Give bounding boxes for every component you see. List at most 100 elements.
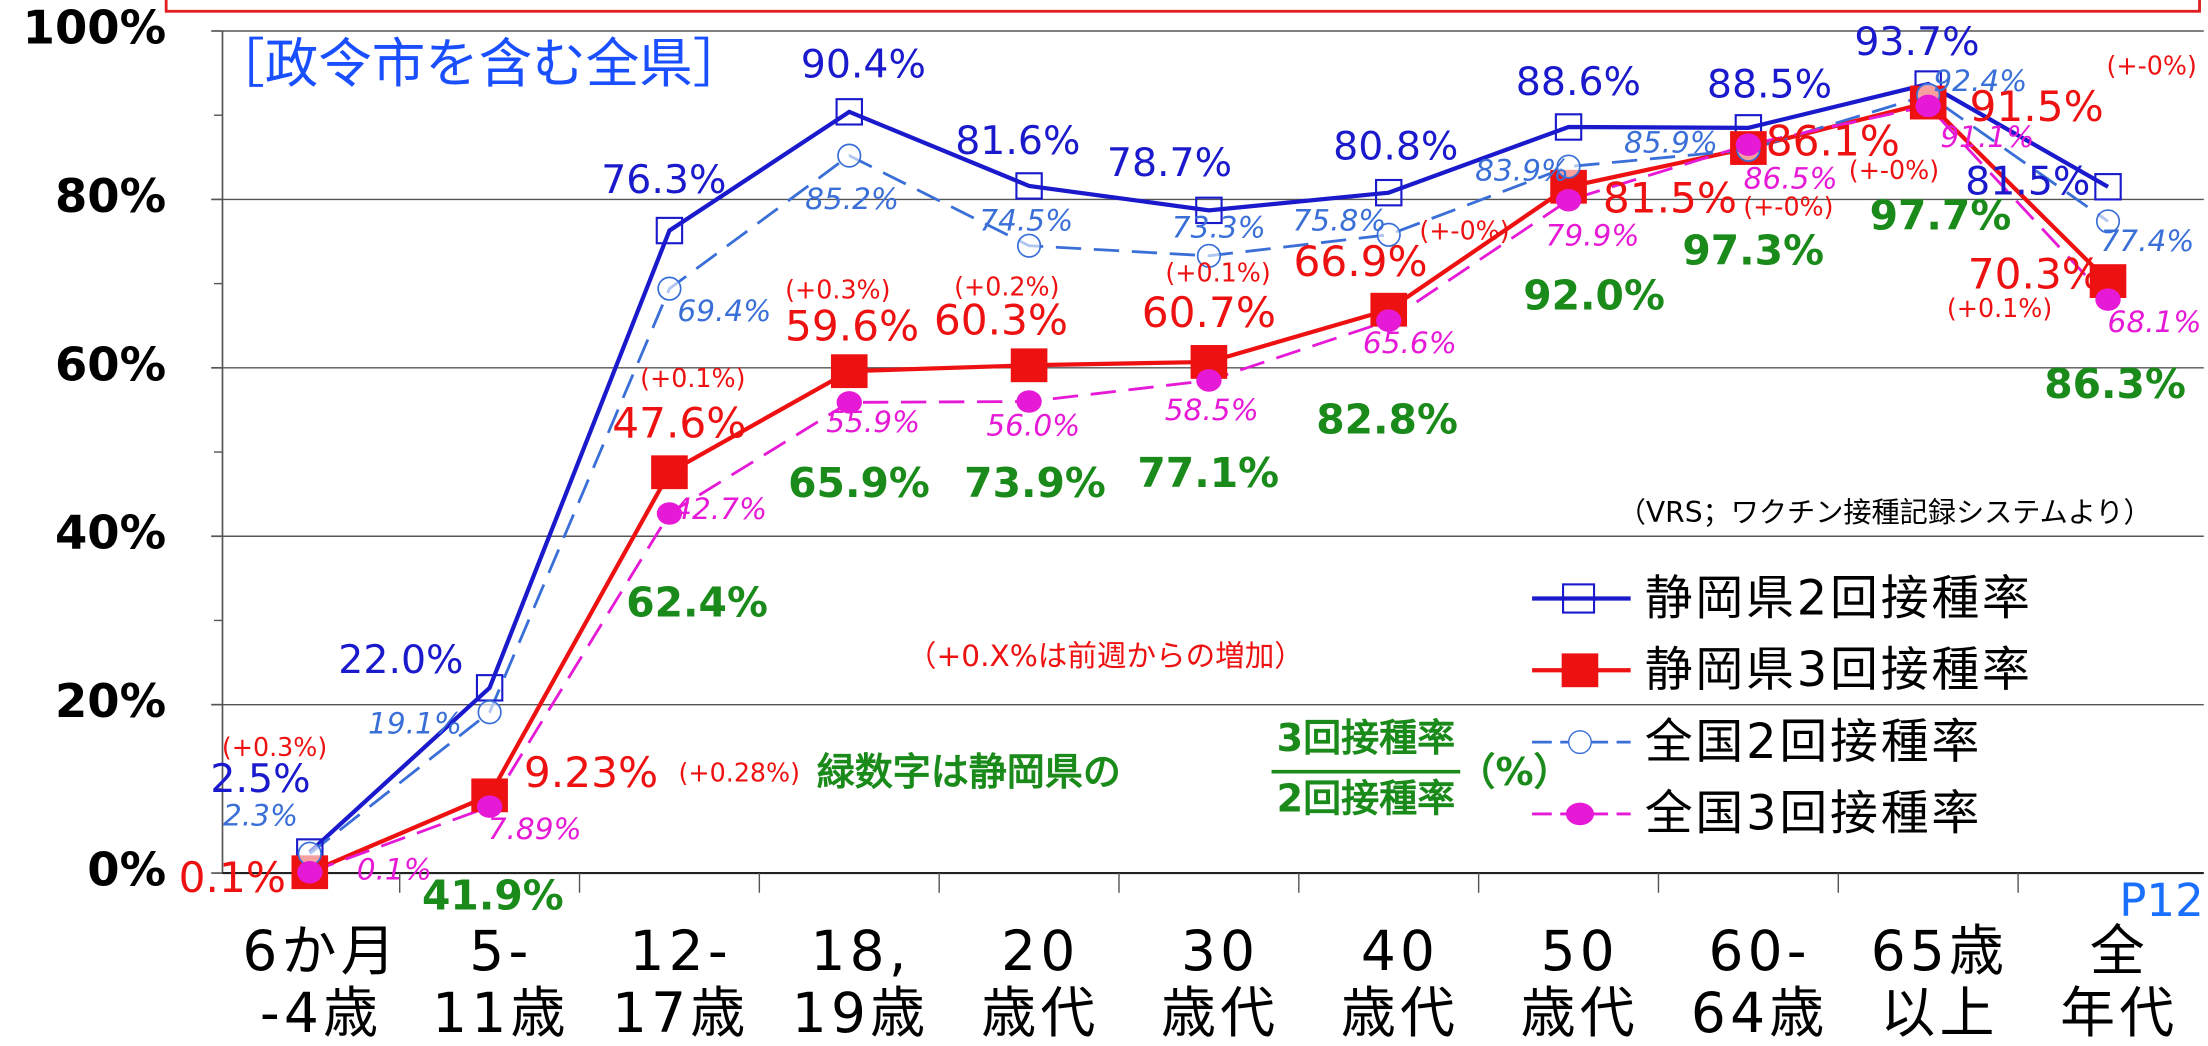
data-point [1735,133,1762,156]
ratio-unit: （%） [1457,750,1571,794]
ratio-label: 97.3% [1682,226,1824,274]
ratio-label: 41.9% [422,871,564,919]
data-point [1195,196,1223,225]
data-label: 42.7% [673,492,767,526]
data-point [657,276,682,301]
x-tick-label: 11歳 [432,981,569,1045]
data-label: 86.5% [1744,161,1838,195]
data-point [1376,309,1402,332]
data-point [1915,94,1941,118]
data-point [2095,209,2121,234]
data-label: 60.7% [1142,288,1276,337]
page-label: P12 [2119,874,2204,927]
data-label: 81.5% [1965,158,2090,204]
data-label: 19.1% [368,706,462,740]
legend-label: 静岡県2回接種率 [1645,571,2033,626]
x-tick-label: -4歳 [260,981,382,1045]
increment-label: (+0.1%) [1165,258,1270,288]
y-tick-label: 100% [23,0,167,54]
data-point [1010,348,1048,383]
x-tick-label: 50 [1541,919,1619,983]
data-label: 55.9% [826,405,920,439]
increment-label: (+-0%) [1743,191,1833,221]
data-point [2094,173,2122,201]
data-point [1555,188,1582,212]
ratio-label: 62.4% [626,579,768,627]
data-point [655,216,684,245]
x-tick-label: 19歳 [792,981,929,1045]
data-point [1196,243,1222,268]
x-tick-label: 12- [630,919,732,983]
increment-label: (+0.1%) [640,363,745,393]
data-point [476,795,503,818]
ratio-label: 86.3% [2044,360,2186,408]
title-box [164,0,2201,13]
series-line [308,81,2110,854]
x-tick-label: 年代 [2060,981,2178,1045]
increment-label: (+0.2%) [954,272,1059,302]
data-label: 88.5% [1707,61,1832,107]
data-label: 66.9% [1293,237,1427,286]
data-label: 91.1% [1940,120,2034,154]
subtitle: ［政令市を含む全県］ [211,32,746,95]
x-tick-label: 64歳 [1691,981,1828,1045]
increment-label: (+0.3%) [222,732,327,762]
data-point [1375,178,1403,207]
data-label: 74.5% [979,203,1073,237]
data-label: 90.4% [801,41,926,87]
data-point [1556,154,1581,179]
data-point [1554,113,1583,141]
data-label: 2.3% [223,799,298,833]
data-label: 81.6% [955,118,1080,164]
data-label: 91.5% [1970,82,2104,131]
data-point [837,143,862,168]
data-point [1016,233,1042,258]
data-label: 83.9% [1475,154,1569,188]
x-tick-label: 歳代 [1521,981,1639,1045]
ratio-label: 77.1% [1137,449,1279,497]
data-label: 77.4% [2100,224,2194,258]
data-label: 22.0% [338,637,463,683]
data-label: 69.4% [677,294,771,328]
data-label: 80.8% [1333,124,1458,170]
data-label: 86.1% [1766,116,1900,165]
data-point [836,391,862,414]
data-point [2095,288,2121,311]
data-label: 88.6% [1516,59,1641,105]
data-label: 73.3% [1172,211,1266,245]
x-tick-label: 40 [1361,919,1439,983]
increment-label: (+-0%) [1849,155,1939,185]
data-point [835,98,863,126]
y-tick-label: 20% [55,674,166,728]
data-label: 47.6% [612,398,746,447]
data-point [1376,222,1401,247]
increment-label: (+-0%) [1419,215,1509,245]
data-label: 75.8% [1292,204,1386,238]
y-tick-label: 0% [87,843,166,897]
x-tick-label: 20 [1001,919,1079,983]
legend-label: 全国2回接種率 [1645,715,1982,770]
data-label: 68.1% [2108,305,2202,339]
data-point [1196,369,1222,392]
data-point [651,455,688,490]
data-label: 60.3% [934,296,1068,345]
data-point [477,700,502,725]
ratio-label: 82.8% [1316,395,1458,443]
y-tick-label: 40% [55,506,166,560]
ratio-label: 92.0% [1523,272,1665,320]
data-label: 78.7% [1107,140,1232,186]
x-tick-label: 17歳 [612,981,749,1045]
ratio-numerator: 3回接種率 [1277,716,1456,760]
data-label: 0.1% [179,853,286,902]
legend-label: 全国3回接種率 [1645,787,1982,842]
ratio-label: 73.9% [964,459,1106,507]
x-tick-label: 歳代 [981,981,1099,1045]
data-point [830,354,868,389]
data-label: 79.9% [1546,218,1640,252]
x-tick-label: 歳代 [1341,981,1459,1045]
x-tick-label: 30 [1181,919,1259,983]
legend-marker [1561,653,1599,688]
data-point [297,860,323,884]
legend-marker [1562,583,1596,614]
